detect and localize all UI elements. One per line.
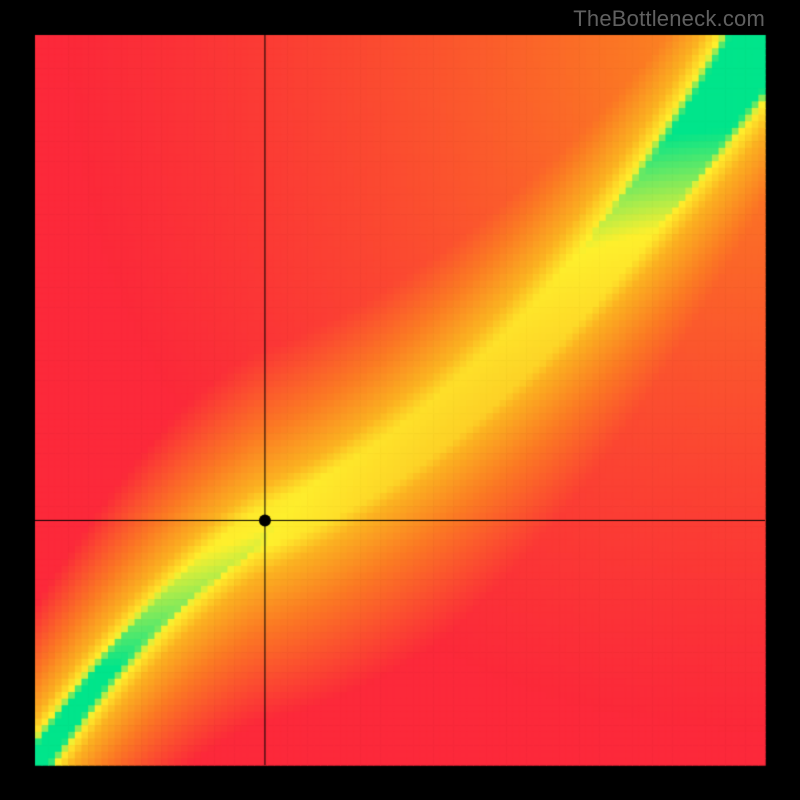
watermark-text: TheBottleneck.com xyxy=(573,6,765,32)
bottleneck-heatmap xyxy=(0,0,800,800)
chart-frame: TheBottleneck.com xyxy=(0,0,800,800)
